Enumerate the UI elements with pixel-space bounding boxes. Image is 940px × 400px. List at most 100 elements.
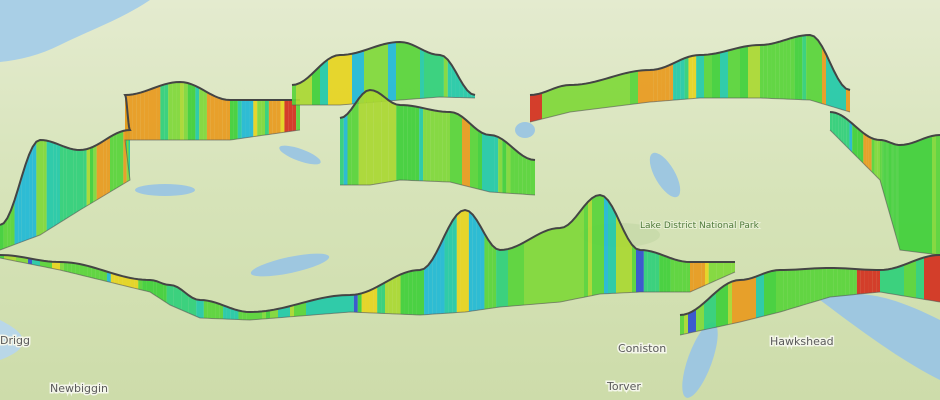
profile-stripe	[572, 216, 576, 300]
profile-stripe	[928, 255, 932, 301]
profile-stripe	[106, 136, 110, 194]
profile-stripe	[432, 53, 436, 98]
profile-stripe	[651, 251, 656, 292]
profile-stripe	[768, 270, 772, 315]
profile-stripe	[602, 78, 606, 108]
profile-stripe	[680, 58, 685, 100]
profile-stripe	[294, 304, 298, 317]
profile-stripe	[254, 311, 258, 320]
profile-stripe	[262, 310, 266, 320]
profile-stripe	[524, 240, 528, 305]
profile-stripe	[316, 66, 320, 105]
profile-stripe	[876, 269, 880, 293]
profile-stripe	[474, 127, 478, 189]
profile-stripe	[830, 268, 834, 297]
profile-stripe	[895, 144, 897, 239]
place-label: Newbiggin	[50, 382, 108, 395]
profile-stripe	[75, 263, 80, 275]
profile-stripe	[853, 268, 857, 295]
profile-stripe	[705, 262, 709, 286]
profile-stripe	[463, 85, 468, 98]
profile-stripe	[432, 252, 437, 315]
profile-stripe	[419, 107, 424, 181]
profile-stripe	[552, 228, 556, 303]
profile-stripe	[708, 295, 712, 329]
profile-stripe	[868, 269, 873, 294]
profile-stripe	[880, 269, 884, 293]
profile-stripe	[892, 143, 894, 227]
profile-stripe	[568, 221, 572, 301]
profile-stripe	[44, 260, 48, 268]
profile-stripe	[336, 55, 340, 105]
profile-stripe	[598, 79, 602, 109]
profile-stripe	[638, 70, 642, 104]
profile-stripe	[16, 256, 20, 262]
profile-stripe	[936, 255, 940, 302]
profile-stripe	[416, 46, 420, 99]
profile-stripe	[482, 132, 486, 191]
profile-stripe	[642, 70, 646, 103]
profile-stripe	[556, 228, 560, 303]
profile-stripe	[342, 295, 346, 313]
profile-stripe	[415, 106, 420, 181]
profile-stripe	[744, 279, 748, 321]
profile-stripe	[392, 276, 397, 314]
profile-stripe	[856, 269, 861, 295]
park-label: Lake District National Park	[640, 221, 760, 231]
profile-stripe	[140, 91, 145, 140]
profile-stripe	[381, 94, 385, 184]
profile-stripe	[674, 259, 679, 292]
profile-stripe	[912, 260, 916, 298]
profile-stripe	[118, 275, 123, 286]
profile-stripe	[588, 198, 592, 297]
profile-stripe	[892, 267, 896, 295]
profile-stripe	[14, 188, 19, 245]
profile-stripe	[900, 144, 904, 251]
profile-stripe	[530, 94, 534, 122]
profile-stripe	[732, 280, 736, 324]
profile-stripe	[346, 295, 350, 313]
profile-stripe	[530, 159, 535, 195]
profile-stripe	[731, 262, 735, 274]
profile-stripe	[318, 298, 322, 315]
profile-stripe	[350, 294, 354, 313]
profile-stripe	[834, 70, 838, 109]
profile-stripe	[170, 285, 174, 307]
profile-stripe	[791, 269, 796, 309]
profile-stripe	[458, 114, 462, 185]
profile-stripe	[740, 46, 744, 98]
profile-stripe	[196, 299, 200, 318]
profile-stripe	[558, 85, 562, 115]
profile-stripe	[837, 268, 842, 297]
profile-stripe	[364, 49, 368, 103]
profile-stripe	[666, 256, 671, 292]
profile-stripe	[536, 233, 540, 304]
profile-stripe	[440, 55, 444, 98]
profile-stripe	[246, 311, 250, 320]
profile-stripe	[647, 250, 652, 292]
profile-stripe	[550, 88, 554, 117]
profile-stripe	[548, 228, 552, 303]
profile-stripe	[908, 142, 912, 252]
profile-stripe	[835, 112, 839, 139]
profile-stripe	[392, 102, 397, 182]
profile-stripe	[199, 87, 204, 140]
profile-stripe	[462, 116, 466, 186]
profile-top-line	[529, 33, 851, 96]
profile-stripe	[412, 44, 416, 100]
profile-stripe	[628, 238, 632, 293]
profile-stripe	[278, 308, 282, 318]
profile-stripe	[447, 59, 452, 98]
profile-stripe	[377, 284, 382, 314]
profile-stripe	[362, 91, 367, 185]
profile-stripe	[632, 244, 636, 293]
profile-stripe	[60, 145, 64, 223]
profile-stripe	[799, 269, 804, 307]
profile-stripe	[173, 285, 178, 309]
profile-stripe	[466, 119, 470, 187]
profile-stripe	[871, 138, 875, 175]
profile-stripe	[230, 100, 234, 140]
profile-stripe	[380, 44, 384, 102]
profile-stripe	[704, 54, 708, 98]
profile-stripe	[298, 302, 302, 317]
